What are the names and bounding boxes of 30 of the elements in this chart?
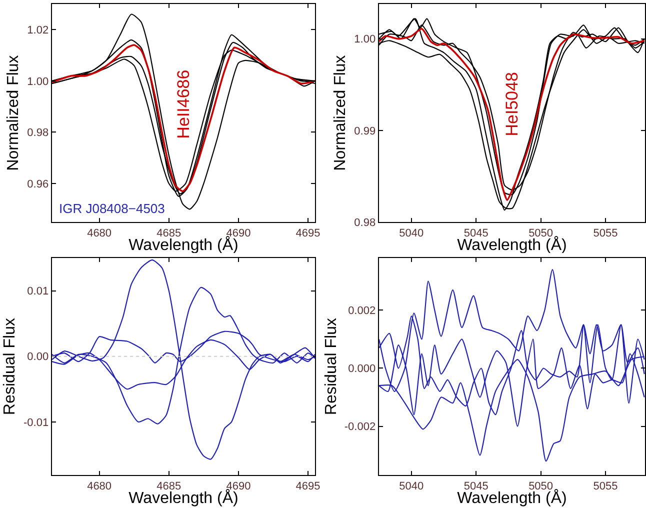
x-tick-label: 4685 [156, 480, 182, 492]
annotation: HeI5048 [502, 72, 522, 136]
y-tick-label: -0.002 [344, 421, 376, 434]
y-tick-label: 0.98 [354, 216, 376, 229]
x-tick-label: 4685 [156, 227, 182, 240]
x-tick-label: 4680 [87, 227, 112, 240]
x-tick-label: 5040 [399, 227, 424, 240]
y-axis-title: Normalized Flux [5, 55, 22, 171]
y-axis-title: Normalized Flux [332, 55, 350, 171]
y-tick-label: 0.00 [27, 351, 49, 364]
y-tick-label: 0.002 [348, 305, 376, 318]
y-tick-label: -0.01 [24, 416, 49, 429]
x-tick-label: 5040 [399, 480, 424, 492]
y-tick-label: 1.00 [354, 34, 376, 46]
annotation: HeII4686 [174, 70, 194, 139]
y-tick-label: 1.00 [27, 76, 49, 88]
x-tick-label: 5055 [593, 480, 618, 492]
y-axis-title: Residual Flux [2, 318, 19, 415]
x-tick-label: 4695 [296, 480, 320, 492]
y-tick-label: 0.96 [27, 178, 49, 190]
x-tick-label: 5055 [593, 227, 618, 240]
x-tick-label: 4695 [296, 227, 320, 240]
y-tick-label: 0.01 [27, 286, 49, 298]
y-tick-label: 0.99 [354, 125, 376, 138]
x-tick-label: 4680 [87, 480, 112, 492]
y-tick-label: 1.02 [27, 24, 49, 36]
annotation: IGR J08408−4503 [59, 201, 165, 216]
y-axis-title: Residual Flux [323, 318, 340, 415]
y-tick-label: 0.000 [348, 363, 376, 376]
y-tick-label: 0.98 [27, 127, 49, 140]
